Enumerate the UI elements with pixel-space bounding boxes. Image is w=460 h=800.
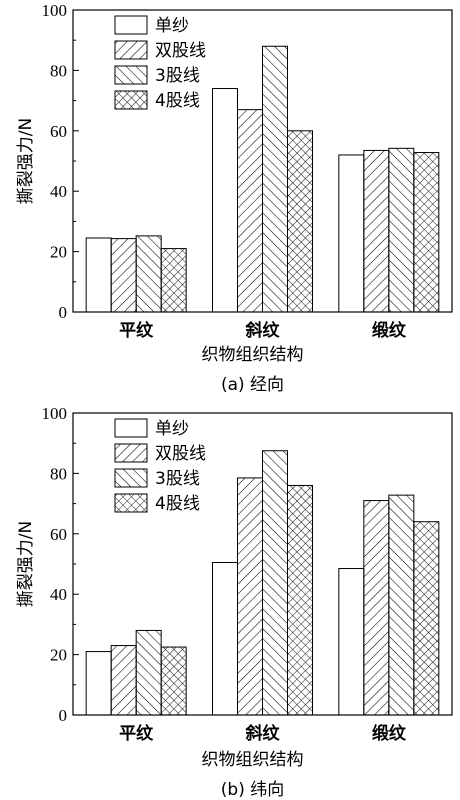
bar-2-1 — [363, 500, 390, 716]
x-axis-title: 织物组织结构 — [202, 345, 304, 365]
legend-swatch — [114, 40, 148, 60]
bar-2-0 — [338, 154, 365, 313]
bar-2-3 — [413, 521, 440, 716]
legend-swatch — [114, 468, 148, 488]
bar-2-3 — [413, 152, 440, 313]
y-tick-label: 40 — [50, 182, 67, 201]
bar-0-2 — [135, 235, 162, 313]
bar-1-0 — [212, 88, 238, 313]
category-label: 缎纹 — [372, 320, 407, 341]
legend-label: 4股线 — [155, 91, 200, 111]
bar-1-2 — [262, 45, 288, 313]
category-label: 平纹 — [119, 320, 154, 341]
legend-label: 3股线 — [155, 469, 200, 489]
chart-caption: (a) 经向 — [221, 375, 284, 395]
category-label: 缎纹 — [372, 723, 407, 744]
y-axis-title: 撕裂强力/N — [16, 118, 36, 204]
legend-swatch — [114, 15, 148, 35]
bar-1-1 — [237, 477, 263, 716]
y-axis-title: 撕裂强力/N — [16, 521, 36, 607]
y-tick-label: 0 — [59, 706, 68, 725]
bar-1-1 — [237, 109, 263, 313]
bar-0-0 — [85, 651, 112, 716]
bar-0-3 — [160, 248, 187, 313]
legend-swatch — [114, 493, 148, 513]
category-label: 斜纹 — [245, 320, 281, 341]
bar-2-0 — [338, 568, 365, 716]
bar-0-2 — [135, 629, 162, 716]
legend-label: 单纱 — [155, 16, 189, 36]
legend-swatch — [114, 65, 148, 85]
y-tick-label: 0 — [59, 303, 68, 322]
chart-caption: (b) 纬向 — [221, 780, 284, 800]
y-tick-label: 40 — [50, 585, 67, 604]
bar-1-0 — [212, 561, 238, 716]
legend-label: 双股线 — [155, 41, 206, 61]
y-tick-label: 80 — [50, 464, 67, 483]
bar-2-2 — [388, 494, 415, 716]
legend-label: 单纱 — [155, 419, 189, 439]
y-tick-label: 100 — [42, 1, 68, 20]
legend-label: 3股线 — [155, 66, 200, 86]
y-tick-label: 100 — [42, 404, 68, 423]
y-tick-label: 20 — [50, 646, 67, 665]
x-axis-title: 织物组织结构 — [202, 750, 304, 770]
bar-2-1 — [363, 149, 390, 313]
bar-0-1 — [110, 645, 137, 716]
chart-weft: 平纹 斜纹 缎纹 0 20 40 60 80 100 撕裂强力/N 织物组织结构 (b) 纬向 单纱双股… — [16, 404, 453, 800]
y-tick-label: 20 — [50, 243, 67, 262]
legend-swatch — [114, 90, 148, 110]
legend-swatch — [114, 418, 148, 438]
bar-0-0 — [85, 237, 112, 313]
category-label: 平纹 — [119, 723, 154, 744]
bar-0-1 — [110, 238, 137, 313]
chart-warp: 平纹 斜纹 缎纹 0 20 40 60 80 100 撕裂强力/N 织物组织结构 (a) 经向 单纱双股… — [16, 1, 453, 395]
bar-1-2 — [262, 450, 288, 716]
y-tick-label: 80 — [50, 61, 67, 80]
bar-1-3 — [287, 484, 313, 716]
bar-0-3 — [160, 646, 187, 716]
legend-swatch — [114, 443, 148, 463]
y-tick-label: 60 — [50, 525, 67, 544]
legend-label: 4股线 — [155, 494, 200, 514]
category-label: 斜纹 — [245, 723, 281, 744]
bar-1-3 — [287, 130, 313, 313]
bar-2-2 — [388, 147, 415, 313]
y-tick-label: 60 — [50, 122, 67, 141]
legend-label: 双股线 — [155, 444, 206, 464]
